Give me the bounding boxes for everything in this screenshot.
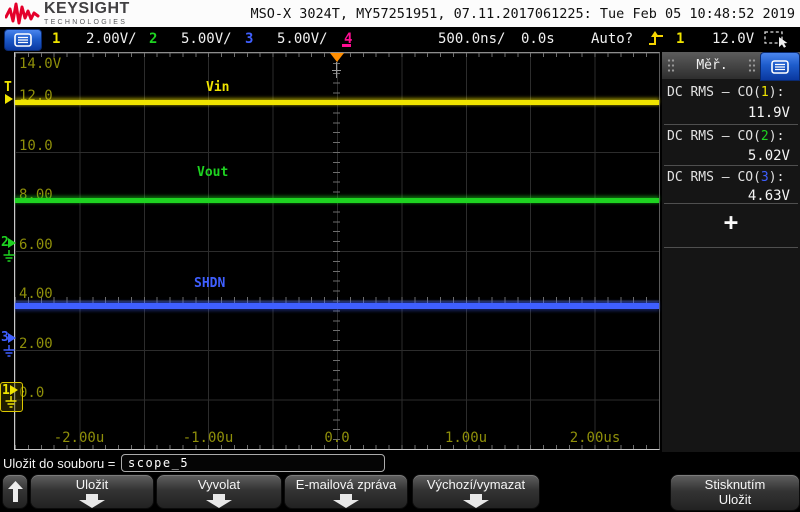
channel2-scale[interactable]: 5.00V/ <box>181 31 232 47</box>
measurement-panel-header[interactable]: Měř. <box>662 52 800 81</box>
y-axis-label: 6.00 <box>19 237 53 253</box>
timebase-setting[interactable]: 500.0ns/ <box>438 31 506 47</box>
channel2-ground-icon <box>3 250 15 262</box>
drag-grip-icon[interactable] <box>667 58 675 73</box>
measurement-row[interactable]: DC RMS – CO(3): <box>667 170 785 185</box>
y-axis-label: 10.0 <box>19 138 53 154</box>
press-to-save-softkey[interactable]: Stisknutím Uložit <box>670 474 800 511</box>
x-axis-label: -1.00u <box>182 430 234 446</box>
main-menu-button[interactable] <box>4 29 42 51</box>
channel3-arrow-icon <box>8 333 16 343</box>
x-axis-label: 1.00u <box>444 430 488 446</box>
y-axis-label: 2.00 <box>19 336 53 352</box>
down-arrow-icon <box>463 494 489 508</box>
settings-bar: 1 2.00V/ 2 5.00V/ 3 5.00V/ 4 500.0ns/ 0.… <box>0 27 800 52</box>
trace-vin <box>15 100 659 105</box>
brand-block: KEYSIGHT TECHNOLOGIES <box>44 0 130 27</box>
softkey-bar: Uložit do souboru = Uložit Vyvolat E-mai… <box>0 452 800 512</box>
x-axis-label: -2.00u <box>53 430 105 446</box>
trigger-level[interactable]: 12.0V <box>712 31 755 47</box>
channel3-ground-icon <box>3 345 15 357</box>
trace-vout <box>15 198 659 203</box>
brand-name: KEYSIGHT <box>44 0 130 17</box>
x-axis-label: 2.00us <box>569 430 621 446</box>
measurement-value: 4.63V <box>747 188 790 204</box>
instrument-title: MSO-X 3024T, MY57251951, 07.11.201706122… <box>250 6 795 22</box>
divider <box>664 165 798 166</box>
drag-grip-icon[interactable] <box>748 58 756 73</box>
trace-label-vin: Vin <box>206 80 230 95</box>
trigger-position-cross <box>332 70 341 71</box>
channel3-scale[interactable]: 5.00V/ <box>277 31 328 47</box>
waveform-display: 14.0V 12.0 10.0 8.00 6.00 4.00 2.00 0.0 … <box>14 52 660 450</box>
channel4-marker <box>342 44 351 47</box>
channel2-arrow-icon <box>8 238 16 248</box>
measurement-value: 5.02V <box>747 148 790 164</box>
trigger-mode[interactable]: Auto? <box>591 31 634 47</box>
brand-sub: TECHNOLOGIES <box>44 19 128 26</box>
up-arrow-icon <box>7 481 23 502</box>
menu-icon <box>771 59 789 74</box>
trace-shdn <box>15 303 659 309</box>
y-axis-label: 0.0 <box>19 385 45 401</box>
trigger-slope-icon[interactable] <box>648 30 664 47</box>
keysight-logo-icon <box>5 2 40 25</box>
measurement-row[interactable]: DC RMS – CO(1): <box>667 85 785 100</box>
divider <box>664 124 798 125</box>
channel1-scale[interactable]: 2.00V/ <box>86 31 137 47</box>
filename-input[interactable] <box>121 454 385 472</box>
default-erase-softkey[interactable]: Výchozí/vymazat <box>412 474 540 509</box>
trigger-level-arrow-icon <box>5 94 13 104</box>
divider <box>664 247 798 248</box>
channel4-indicator[interactable]: 4 <box>344 31 353 47</box>
measurement-row[interactable]: DC RMS – CO(2): <box>667 129 785 144</box>
channel1-arrow-icon <box>10 385 18 395</box>
down-arrow-icon <box>79 494 105 508</box>
channel2-indicator[interactable]: 2 <box>149 31 158 47</box>
panel-menu-button[interactable] <box>760 52 800 81</box>
channel1-ground-icon <box>5 396 17 408</box>
x-axis-label: 0.0 <box>324 430 350 446</box>
email-softkey[interactable]: E-mailová zpráva <box>284 474 408 509</box>
measurement-panel: Měř. DC RMS – CO(1): 11.9V DC RMS – CO(2… <box>662 52 800 456</box>
recall-softkey[interactable]: Vyvolat <box>156 474 282 509</box>
trigger-source[interactable]: 1 <box>676 31 685 47</box>
delay-setting[interactable]: 0.0s <box>521 31 555 47</box>
center-horizontal-ticks <box>15 297 659 304</box>
trace-label-shdn: SHDN <box>194 276 226 291</box>
save-softkey[interactable]: Uložit <box>30 474 154 509</box>
menu-icon <box>14 33 32 47</box>
back-softkey[interactable] <box>2 474 28 509</box>
channel1-indicator[interactable]: 1 <box>52 31 61 47</box>
title-bar: KEYSIGHT TECHNOLOGIES MSO-X 3024T, MY572… <box>0 0 800 27</box>
save-to-file-label: Uložit do souboru = <box>3 456 116 471</box>
y-axis-label: 4.00 <box>19 286 53 302</box>
center-vertical-ticks <box>333 53 340 449</box>
trigger-position-marker[interactable] <box>330 53 344 62</box>
add-measurement-button[interactable]: + <box>723 208 739 236</box>
y-axis-label: 14.0V <box>19 56 62 72</box>
channel1-ground-marker-selected[interactable]: 1 <box>0 382 23 412</box>
selection-tool-icon[interactable] <box>764 31 790 48</box>
panel-title: Měř. <box>696 58 728 73</box>
down-arrow-icon <box>333 494 359 508</box>
down-arrow-icon <box>206 494 232 508</box>
divider <box>664 203 798 204</box>
channel3-indicator[interactable]: 3 <box>245 31 254 47</box>
trace-label-vout: Vout <box>197 165 229 180</box>
measurement-value: 11.9V <box>747 105 790 121</box>
